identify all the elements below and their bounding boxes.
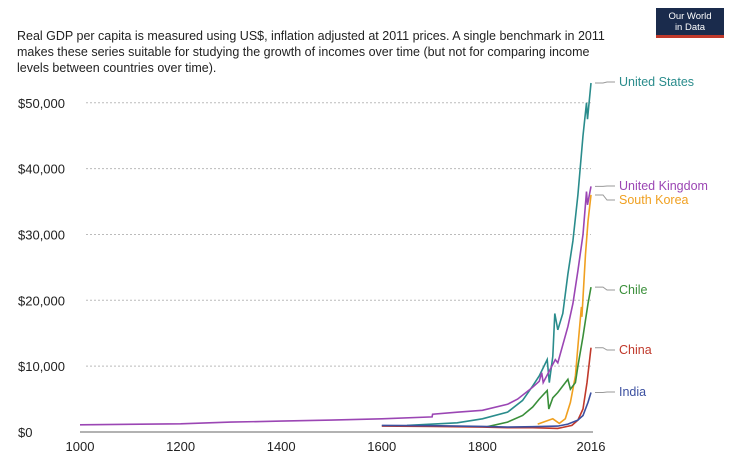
owid-logo: Our World in Data (656, 8, 724, 38)
label-connector (595, 194, 615, 201)
logo-line1: Our World (668, 11, 712, 22)
series-label: China (619, 343, 652, 357)
y-tick-label: $40,000 (18, 162, 65, 177)
label-connector (595, 347, 615, 351)
x-tick-label: 2016 (577, 439, 606, 454)
x-tick-label: 1200 (166, 439, 195, 454)
series-line-united-kingdom (79, 186, 592, 426)
chart-subtitle: Real GDP per capita is measured using US… (17, 29, 605, 75)
series-line-chile (487, 286, 592, 428)
label-connector (595, 286, 615, 291)
y-tick-label: $10,000 (18, 359, 65, 374)
x-tick-label: 1400 (267, 439, 296, 454)
series-label: Chile (619, 283, 648, 297)
x-tick-label: 1000 (66, 439, 95, 454)
logo-line2: in Data (674, 22, 706, 33)
series-line-india (381, 392, 592, 428)
y-tick-label: $0 (18, 425, 32, 440)
series-line-china (381, 347, 592, 430)
y-tick-label: $50,000 (18, 96, 65, 111)
series-line-united-states (406, 82, 592, 427)
x-tick-label: 1600 (367, 439, 396, 454)
series-line-south-korea (537, 194, 592, 425)
x-tick-label: 1800 (468, 439, 497, 454)
series-label: United States (619, 75, 694, 89)
series-label: India (619, 385, 646, 399)
y-tick-label: $30,000 (18, 227, 65, 242)
label-connector (595, 81, 615, 84)
y-tick-label: $20,000 (18, 293, 65, 308)
series-label: South Korea (619, 193, 689, 207)
series-label: United Kingdom (619, 179, 708, 193)
